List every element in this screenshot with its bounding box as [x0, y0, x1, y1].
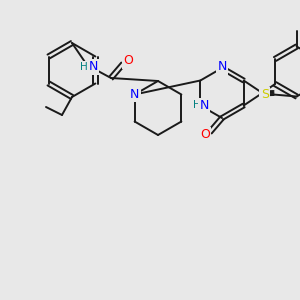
Text: S: S [261, 88, 269, 101]
Text: N: N [200, 99, 209, 112]
Text: O: O [200, 128, 210, 142]
Text: O: O [123, 55, 133, 68]
Text: H: H [80, 62, 88, 72]
Text: N: N [217, 61, 227, 74]
Text: H: H [194, 100, 201, 110]
Text: N: N [130, 88, 139, 101]
Text: N: N [88, 61, 98, 74]
